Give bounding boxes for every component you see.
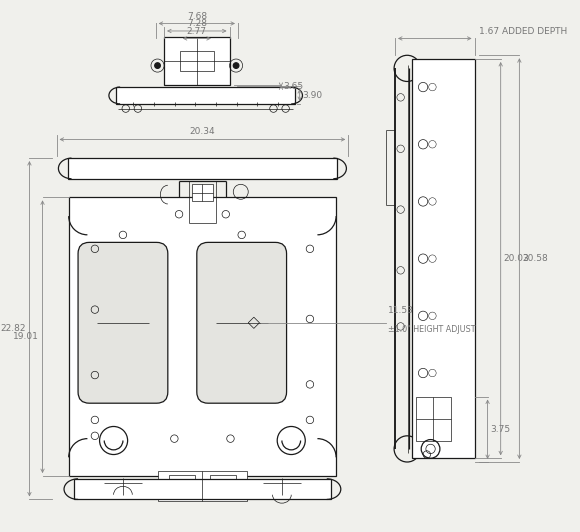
Text: ±1.0" HEIGHT ADJUST: ±1.0" HEIGHT ADJUST <box>387 325 475 334</box>
Text: 2.77: 2.77 <box>187 27 207 36</box>
Bar <box>192 184 213 201</box>
Circle shape <box>233 63 239 69</box>
Bar <box>412 59 474 458</box>
Text: 3.75: 3.75 <box>491 425 510 434</box>
FancyBboxPatch shape <box>78 243 168 403</box>
Text: 1.67 ADDED DEPTH: 1.67 ADDED DEPTH <box>479 27 567 36</box>
Text: 3.90: 3.90 <box>302 90 322 99</box>
Bar <box>74 479 331 500</box>
Bar <box>68 158 337 179</box>
Text: 20.58: 20.58 <box>522 254 548 263</box>
Bar <box>117 87 295 104</box>
Text: 22.82: 22.82 <box>0 325 26 333</box>
Bar <box>68 197 336 476</box>
Circle shape <box>155 63 160 69</box>
Text: 7.28: 7.28 <box>187 19 207 28</box>
Text: 11.53: 11.53 <box>387 306 414 315</box>
Bar <box>169 475 195 497</box>
FancyBboxPatch shape <box>197 243 287 403</box>
Text: 3.65: 3.65 <box>284 81 304 90</box>
Text: 20.34: 20.34 <box>190 127 215 136</box>
Text: 19.01: 19.01 <box>13 332 39 341</box>
Bar <box>164 37 230 85</box>
Bar <box>210 475 236 497</box>
Text: 20.03: 20.03 <box>503 254 529 263</box>
Bar <box>416 396 451 442</box>
Text: 7.68: 7.68 <box>187 12 207 21</box>
Bar <box>158 471 247 501</box>
Bar <box>180 51 214 71</box>
